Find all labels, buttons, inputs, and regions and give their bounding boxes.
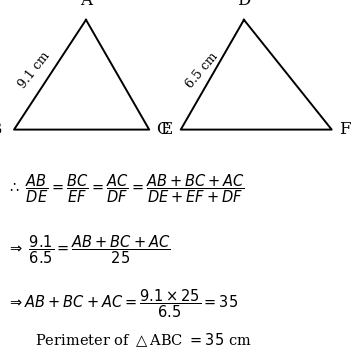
- Text: $\Rightarrow\;\dfrac{9.1}{6.5} = \dfrac{AB+BC+AC}{25}$: $\Rightarrow\;\dfrac{9.1}{6.5} = \dfrac{…: [7, 234, 170, 266]
- Text: D: D: [237, 0, 251, 9]
- Text: F: F: [339, 121, 350, 138]
- Text: $\Rightarrow AB+BC+AC = \dfrac{9.1\times25}{6.5} = 35$: $\Rightarrow AB+BC+AC = \dfrac{9.1\times…: [7, 288, 238, 320]
- Text: Perimeter of $\triangle$ABC $= 35$ cm: Perimeter of $\triangle$ABC $= 35$ cm: [35, 331, 252, 349]
- Text: E: E: [160, 121, 172, 138]
- Text: B: B: [0, 121, 2, 138]
- Text: 6.5 cm: 6.5 cm: [183, 50, 220, 91]
- Text: 9.1 cm: 9.1 cm: [16, 49, 53, 91]
- Text: A: A: [80, 0, 92, 9]
- Text: $\therefore\;\dfrac{AB}{DE} = \dfrac{BC}{EF} = \dfrac{AC}{DF} = \dfrac{AB+BC+AC}: $\therefore\;\dfrac{AB}{DE} = \dfrac{BC}…: [7, 173, 245, 205]
- Text: C: C: [156, 121, 169, 138]
